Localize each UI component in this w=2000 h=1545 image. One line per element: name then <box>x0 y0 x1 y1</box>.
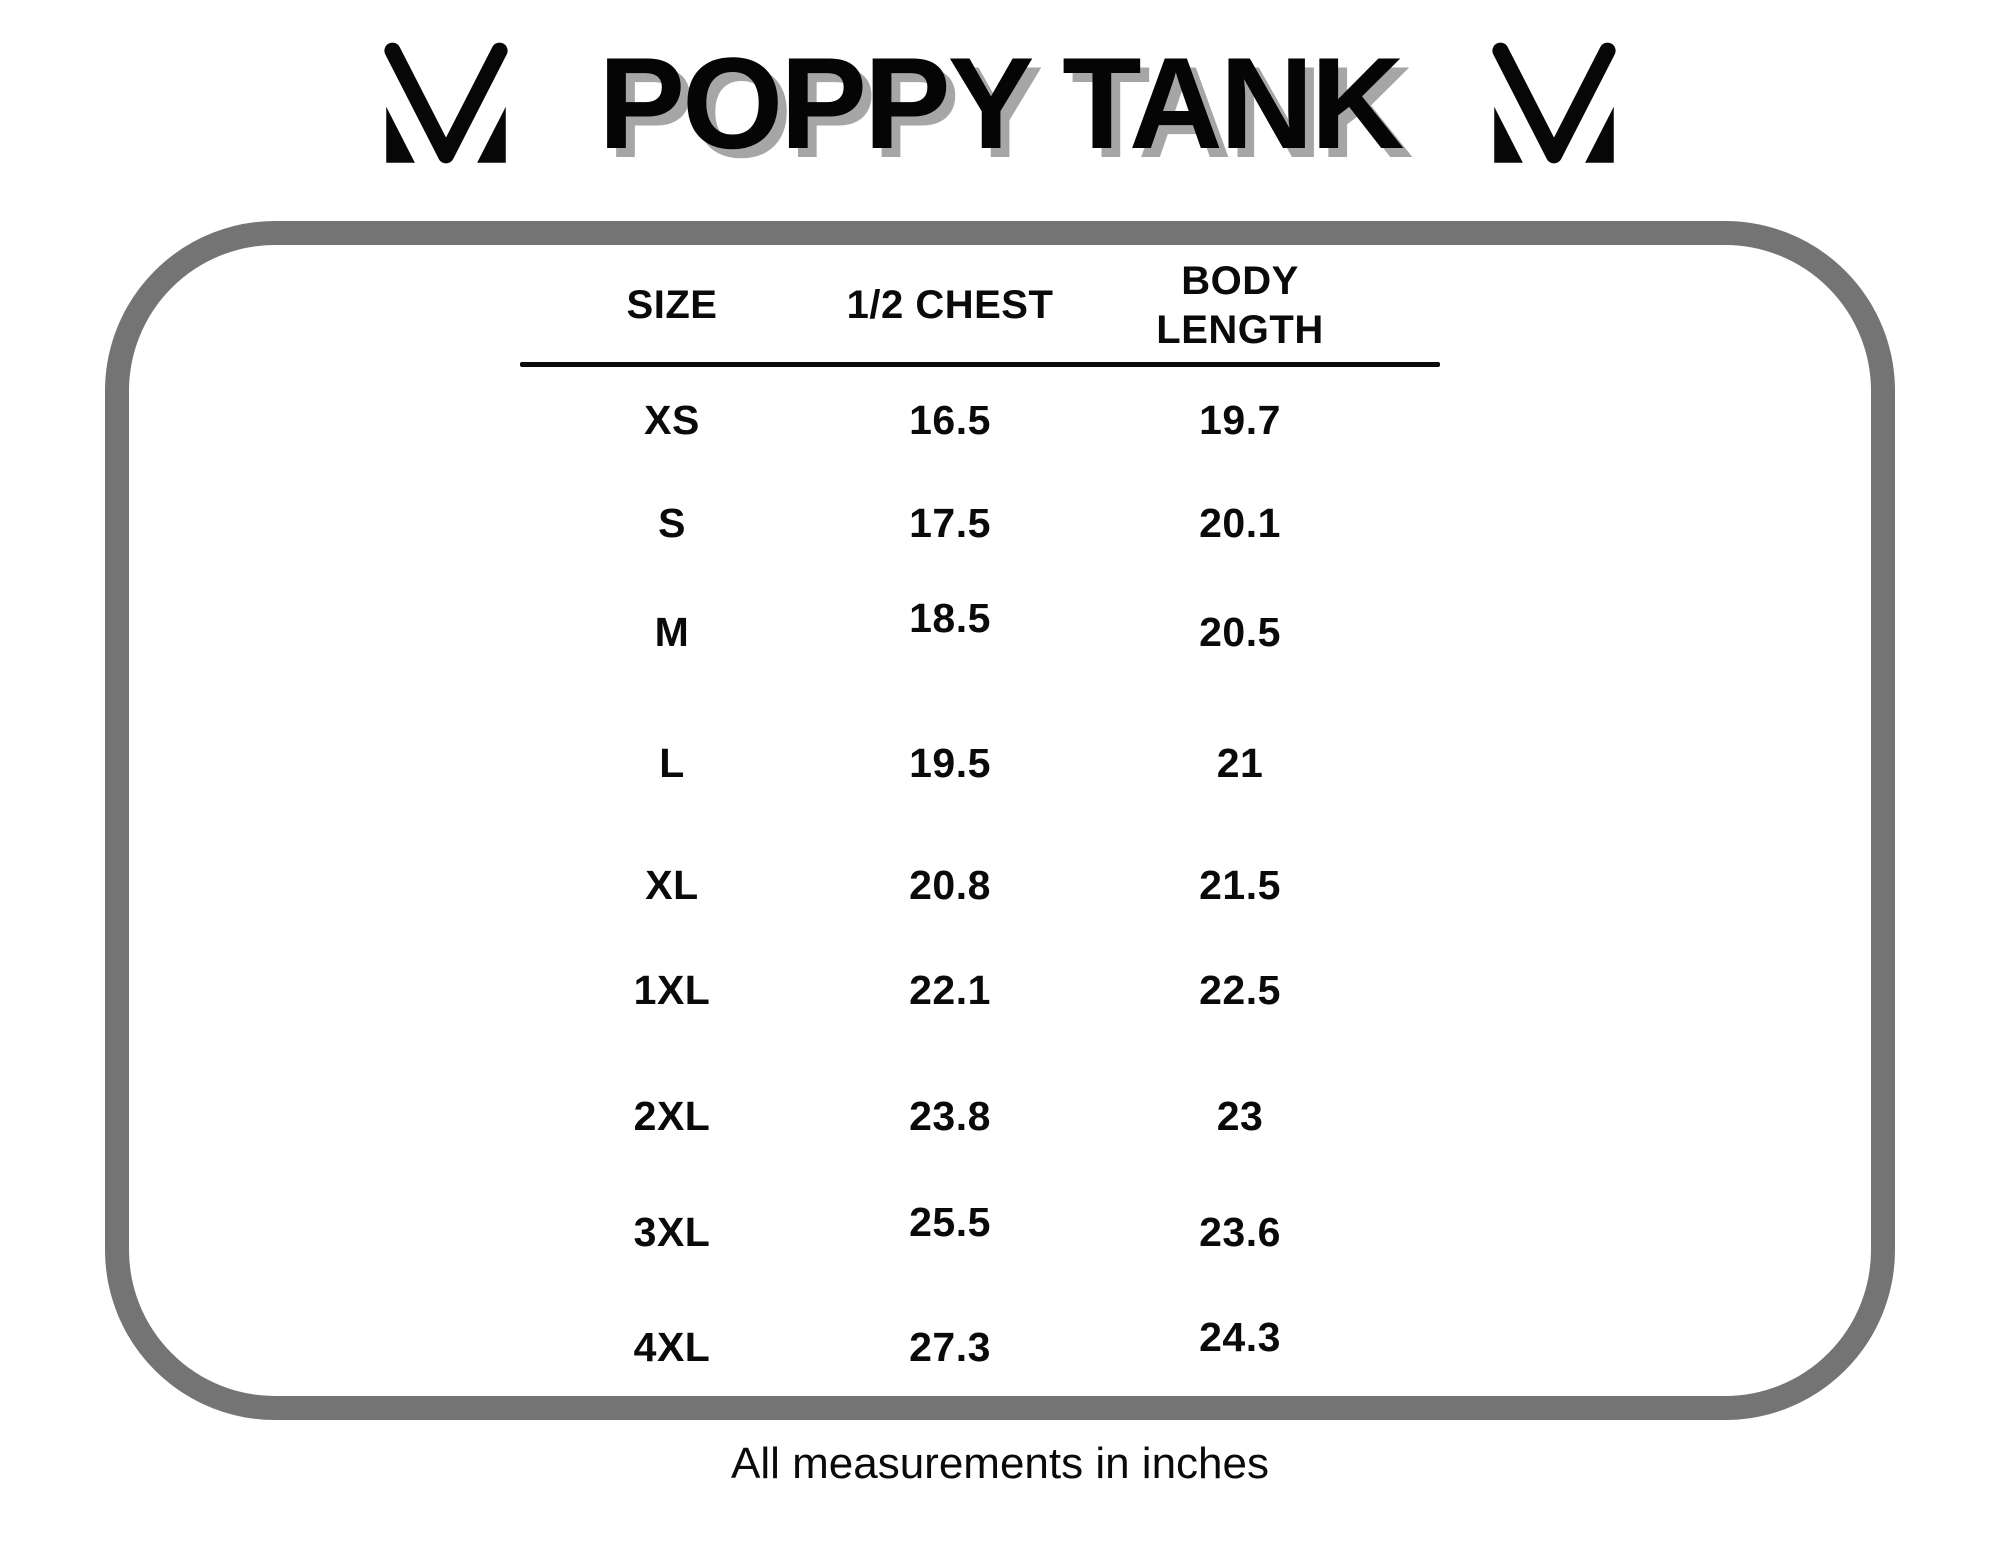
body-length-cell: 21.5 <box>1199 861 1281 908</box>
m-chevron-logo-icon <box>384 42 509 164</box>
table-header-row: SIZE 1/2 CHEST BODY LENGTH <box>450 249 1474 362</box>
size-cell: S <box>658 499 686 546</box>
size-cell: 4XL <box>633 1323 711 1370</box>
body-length-cell: 23.6 <box>1199 1208 1281 1255</box>
body-length-cell: 23 <box>1216 1092 1264 1139</box>
footer-note: All measurements in inches <box>730 1439 1269 1488</box>
table-row: XL 20.8 21.5 <box>450 835 1474 935</box>
half-chest-cell: 25.5 <box>909 1198 991 1245</box>
table-row: S 17.5 20.1 <box>450 473 1474 573</box>
header-divider <box>520 362 1440 367</box>
half-chest-cell: 23.8 <box>909 1092 991 1139</box>
half-chest-cell: 18.5 <box>909 594 991 641</box>
table-row: 4XL 27.3 24.3 <box>450 1277 1474 1417</box>
column-header-body-length-label: BODY LENGTH <box>1156 258 1324 352</box>
table-row: L 19.5 21 <box>450 691 1474 835</box>
body-length-cell: 21 <box>1216 739 1264 786</box>
size-cell: M <box>654 608 690 655</box>
table-row: 2XL 23.8 23 <box>450 1045 1474 1187</box>
half-chest-cell: 27.3 <box>909 1323 991 1370</box>
body-length-cell: 22.5 <box>1199 966 1281 1013</box>
column-header-body-length: BODY LENGTH <box>1006 257 1474 355</box>
brand-row: POPPY TANK <box>0 38 2000 168</box>
m-chevron-logo-icon <box>1491 42 1616 164</box>
size-cell: XS <box>644 396 700 443</box>
size-cell: 2XL <box>633 1092 711 1139</box>
table-body: XS 16.5 19.7 S 17.5 20.1 M 18.5 20.5 L 1… <box>450 367 1474 1417</box>
half-chest-cell: 20.8 <box>909 861 991 908</box>
body-length-cell: 20.5 <box>1199 608 1281 655</box>
table-row: 3XL 25.5 23.6 <box>450 1187 1474 1277</box>
page-title: POPPY TANK <box>598 30 1404 176</box>
half-chest-cell: 17.5 <box>909 499 991 546</box>
half-chest-cell: 16.5 <box>909 396 991 443</box>
size-chart-panel <box>105 221 1895 1420</box>
size-cell: L <box>659 739 685 786</box>
size-chart-table: SIZE 1/2 CHEST BODY LENGTH XS 16.5 19.7 … <box>450 249 1474 1370</box>
body-length-cell: 24.3 <box>1199 1313 1281 1360</box>
table-row: XS 16.5 19.7 <box>450 367 1474 473</box>
table-row: 1XL 22.1 22.5 <box>450 935 1474 1045</box>
body-length-cell: 20.1 <box>1199 499 1281 546</box>
half-chest-cell: 22.1 <box>909 966 991 1013</box>
size-cell: 3XL <box>633 1208 711 1255</box>
body-length-cell: 19.7 <box>1199 396 1281 443</box>
half-chest-cell: 19.5 <box>909 739 991 786</box>
table-row: M 18.5 20.5 <box>450 573 1474 691</box>
column-header-size: SIZE <box>626 283 718 327</box>
size-cell: XL <box>645 861 699 908</box>
size-cell: 1XL <box>633 966 711 1013</box>
column-header-half-chest: 1/2 CHEST <box>846 283 1054 327</box>
